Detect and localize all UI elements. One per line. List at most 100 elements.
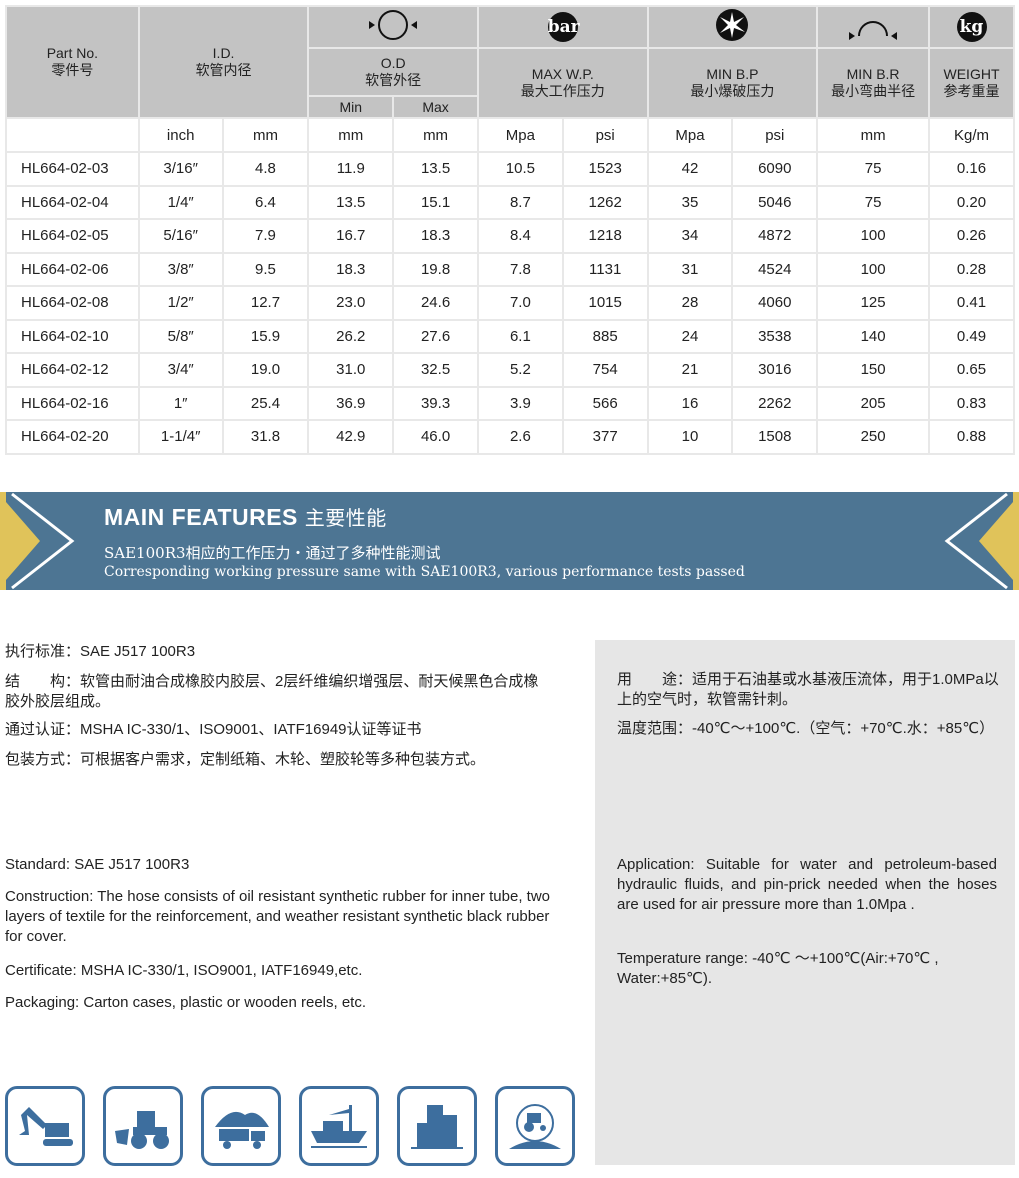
- header-max-wp: MAX W.P. 最大工作压力: [476, 47, 649, 119]
- part-number-cell: HL664-02-04: [5, 184, 140, 220]
- table-cell: 10.5: [476, 151, 564, 187]
- units-row: inch mm mm mm Mpa psi Mpa psi mm Kg/m: [5, 117, 1015, 153]
- table-cell: 32.5: [392, 352, 479, 388]
- table-cell: 140: [816, 318, 930, 354]
- excavator-icon: [5, 1086, 85, 1166]
- banner-title: MAIN FEATURES 主要性能: [104, 504, 387, 530]
- table-cell: 39.3: [392, 385, 479, 421]
- table-cell: 46.0: [392, 419, 479, 455]
- ship-icon: [299, 1086, 379, 1166]
- table-cell: 1218: [561, 218, 649, 254]
- unit: psi: [731, 117, 819, 153]
- unit: psi: [561, 117, 649, 153]
- table-cell: 42: [646, 151, 734, 187]
- table-cell: 15.9: [221, 318, 310, 354]
- table-cell: 12.7: [221, 285, 310, 321]
- unit: mm: [392, 117, 479, 153]
- table-row: HL664-02-03 3/16″ 4.8 11.9 13.5 10.5 1523 42 609…: [5, 151, 1015, 187]
- header-od-max: Max: [392, 95, 479, 119]
- header-od-min: Min: [307, 95, 395, 119]
- header-od: O.D 软管外径: [307, 47, 479, 97]
- table-cell: 205: [816, 385, 930, 421]
- table-cell: 3/16″: [137, 151, 224, 187]
- unit: mm: [816, 117, 930, 153]
- table-row: HL664-02-10 5/8″ 15.9 26.2 27.6 6.1 885 24 3538 1…: [5, 318, 1015, 354]
- table-cell: 885: [561, 318, 649, 354]
- table-cell: 7.0: [476, 285, 564, 321]
- header-weight: WEIGHT 参考重量: [928, 47, 1015, 119]
- banner-line-en: Corresponding working pressure same with…: [104, 564, 745, 580]
- part-number-cell: HL664-02-06: [5, 251, 140, 287]
- bar-icon: bar: [476, 5, 649, 49]
- en-packaging: Packaging: Carton cases, plastic or wood…: [5, 994, 367, 1011]
- right-info-panel: [595, 640, 1015, 1165]
- part-number-cell: HL664-02-08: [5, 285, 140, 321]
- part-number-cell: HL664-02-16: [5, 385, 140, 421]
- table-cell: 0.49: [928, 318, 1015, 354]
- table-row: HL664-02-04 1/4″ 6.4 13.5 15.1 8.7 1262 35 5046 7…: [5, 184, 1015, 220]
- table-cell: 31.0: [307, 352, 395, 388]
- table-cell: 4060: [731, 285, 819, 321]
- table-cell: 31: [646, 251, 734, 287]
- main-features-banner: MAIN FEATURES 主要性能 SAE100R3相应的工作压力・通过了多种…: [0, 492, 1019, 590]
- table-cell: 1523: [561, 151, 649, 187]
- table-cell: 24: [646, 318, 734, 354]
- table-cell: 100: [816, 218, 930, 254]
- table-cell: 11.9: [307, 151, 395, 187]
- unit: mm: [221, 117, 310, 153]
- table-cell: 1015: [561, 285, 649, 321]
- table-cell: 2262: [731, 385, 819, 421]
- table-row: HL664-02-16 1″ 25.4 36.9 39.3 3.9 566 16 2262 205…: [5, 385, 1015, 421]
- table-cell: 75: [816, 151, 930, 187]
- table-cell: 1/2″: [137, 285, 224, 321]
- table-cell: 754: [561, 352, 649, 388]
- banner-chevron-decoration: [0, 492, 1019, 590]
- table-cell: 25.4: [221, 385, 310, 421]
- table-cell: 250: [816, 419, 930, 455]
- burst-icon: [646, 5, 819, 49]
- en-certificate: Certificate: MSHA IC-330/1, ISO9001, IAT…: [5, 962, 363, 979]
- table-cell: 31.8: [221, 419, 310, 455]
- table-cell: 125: [816, 285, 930, 321]
- table-cell: 6090: [731, 151, 819, 187]
- table-cell: 1-1/4″: [137, 419, 224, 455]
- table-cell: 0.20: [928, 184, 1015, 220]
- en-application: Application: Suitable for water and petr…: [617, 856, 997, 913]
- application-icons: [5, 1086, 575, 1166]
- table-cell: 0.88: [928, 419, 1015, 455]
- table-cell: 150: [816, 352, 930, 388]
- spec-table: Part No. 零件号 I.D. 软管内径 bar kg O.D 软管外径 MAX …: [5, 5, 1015, 455]
- building-icon: [397, 1086, 477, 1166]
- kg-icon: kg: [928, 5, 1015, 49]
- table-cell: 0.26: [928, 218, 1015, 254]
- table-cell: 377: [561, 419, 649, 455]
- unit: [5, 117, 140, 153]
- cn-application: 用 途：适用于石油基或水基液压流体，用于1.0MPa以上的空气时，软管需针刺。: [617, 671, 999, 708]
- table-cell: 36.9: [307, 385, 395, 421]
- unit: Mpa: [476, 117, 564, 153]
- cn-construction: 结 构：软管由耐油合成橡胶内胶层、2层纤维编织增强层、耐天候黑色合成橡胶外胶层组…: [5, 673, 539, 710]
- table-cell: 34: [646, 218, 734, 254]
- table-cell: 13.5: [392, 151, 479, 187]
- table-cell: 75: [816, 184, 930, 220]
- table-row: HL664-02-06 3/8″ 9.5 18.3 19.8 7.8 1131 31 4524 1…: [5, 251, 1015, 287]
- cn-temperature: 温度范围：-40℃～+100℃.（空气：+70℃.水：+85℃）: [617, 720, 995, 737]
- table-row: HL664-02-20 1-1/4″ 31.8 42.9 46.0 2.6 377 10 150…: [5, 419, 1015, 455]
- banner-line-cn: SAE100R3相应的工作压力・通过了多种性能测试: [104, 544, 441, 562]
- header-id: I.D. 软管内径: [137, 5, 310, 119]
- en-temperature: Temperature range: -40℃ ～+100℃(Air:+70℃ …: [617, 950, 939, 987]
- table-cell: 7.9: [221, 218, 310, 254]
- wheel-loader-icon: [103, 1086, 183, 1166]
- cn-standard: 执行标准：SAE J517 100R3: [5, 643, 196, 660]
- table-cell: 1/4″: [137, 184, 224, 220]
- part-number-cell: HL664-02-03: [5, 151, 140, 187]
- table-cell: 19.8: [392, 251, 479, 287]
- table-cell: 566: [561, 385, 649, 421]
- part-number-cell: HL664-02-10: [5, 318, 140, 354]
- en-standard: Standard: SAE J517 100R3: [5, 856, 190, 873]
- table-cell: 1″: [137, 385, 224, 421]
- table-cell: 27.6: [392, 318, 479, 354]
- table-cell: 3538: [731, 318, 819, 354]
- cn-packaging: 包装方式：可根据客户需求，定制纸箱、木轮、塑胶轮等多种包装方式。: [5, 751, 486, 768]
- table-cell: 3/4″: [137, 352, 224, 388]
